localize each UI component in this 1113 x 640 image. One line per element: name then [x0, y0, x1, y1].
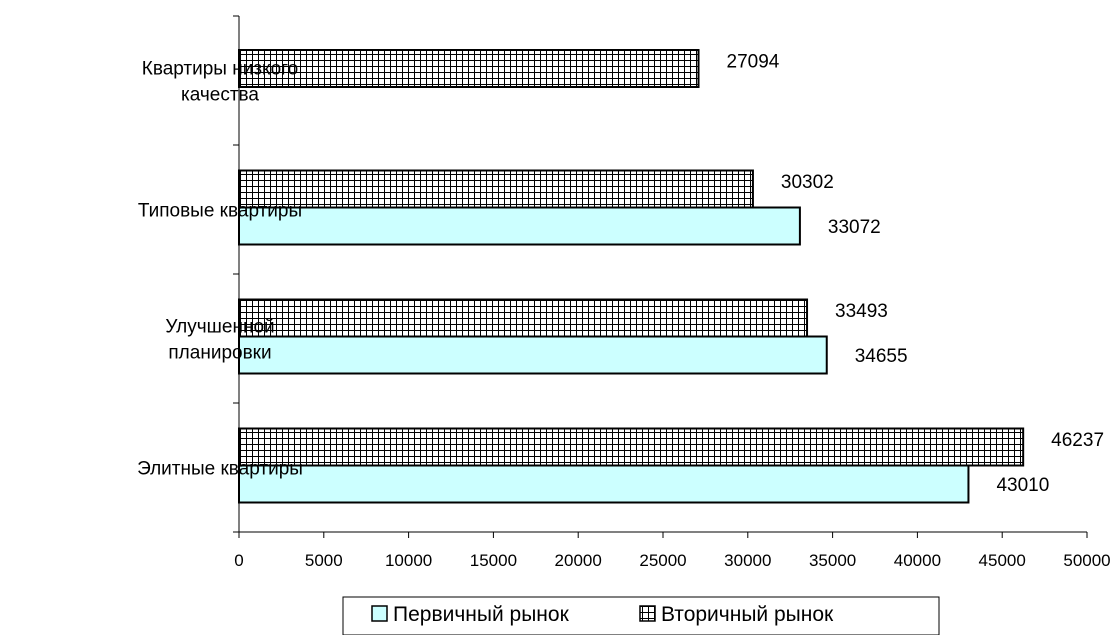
bar-secondary — [238, 427, 1025, 467]
category-label: планировки — [168, 343, 271, 364]
category-label: Типовые квартиры — [138, 201, 302, 222]
bar-primary — [238, 464, 970, 504]
legend-label-secondary: Вторичный рынок — [661, 603, 834, 626]
category-label: качества — [181, 85, 259, 106]
chart-axes: 0 5000 10000 15000 20000 25000 30000 35000 40000… — [233, 15, 1111, 570]
x-tick-label: 0 — [234, 551, 243, 570]
bar-secondary — [238, 49, 700, 88]
legend-swatch-secondary — [639, 605, 656, 622]
x-tick-label: 30000 — [724, 551, 771, 570]
x-tick-label: 5000 — [305, 551, 343, 570]
chart-labels: Квартиры низкого качества 27094 Типовые ква… — [137, 52, 1104, 497]
bar-secondary — [238, 169, 754, 209]
x-tick-label: 20000 — [555, 551, 602, 570]
legend-label-primary: Первичный рынок — [393, 603, 570, 626]
data-label-primary: 34655 — [855, 346, 908, 367]
x-tick-label: 40000 — [894, 551, 941, 570]
x-tick-label: 45000 — [979, 551, 1026, 570]
data-label-secondary: 30302 — [781, 172, 834, 193]
x-tick-label: 35000 — [809, 551, 856, 570]
legend-swatch-primary — [371, 605, 388, 622]
data-label-secondary: 27094 — [727, 52, 780, 73]
x-tick-label: 25000 — [639, 551, 686, 570]
bar-secondary — [238, 298, 809, 338]
bar-primary — [238, 335, 828, 375]
category-label: Квартиры низкого — [142, 59, 298, 80]
bar-primary — [238, 206, 801, 246]
chart-bars — [238, 49, 1025, 504]
x-tick-label: 15000 — [470, 551, 517, 570]
data-label-primary: 33072 — [828, 217, 881, 238]
category-label: Элитные квартиры — [137, 459, 303, 480]
chart-legend: Первичный рынок Вторичный рынок — [342, 596, 940, 636]
data-label-secondary: 33493 — [835, 301, 888, 322]
data-label-secondary: 46237 — [1051, 430, 1104, 451]
x-tick-label: 50000 — [1063, 551, 1110, 570]
x-tick-label: 10000 — [385, 551, 432, 570]
data-label-primary: 43010 — [996, 475, 1049, 496]
category-label: Улучшенной — [165, 317, 274, 338]
